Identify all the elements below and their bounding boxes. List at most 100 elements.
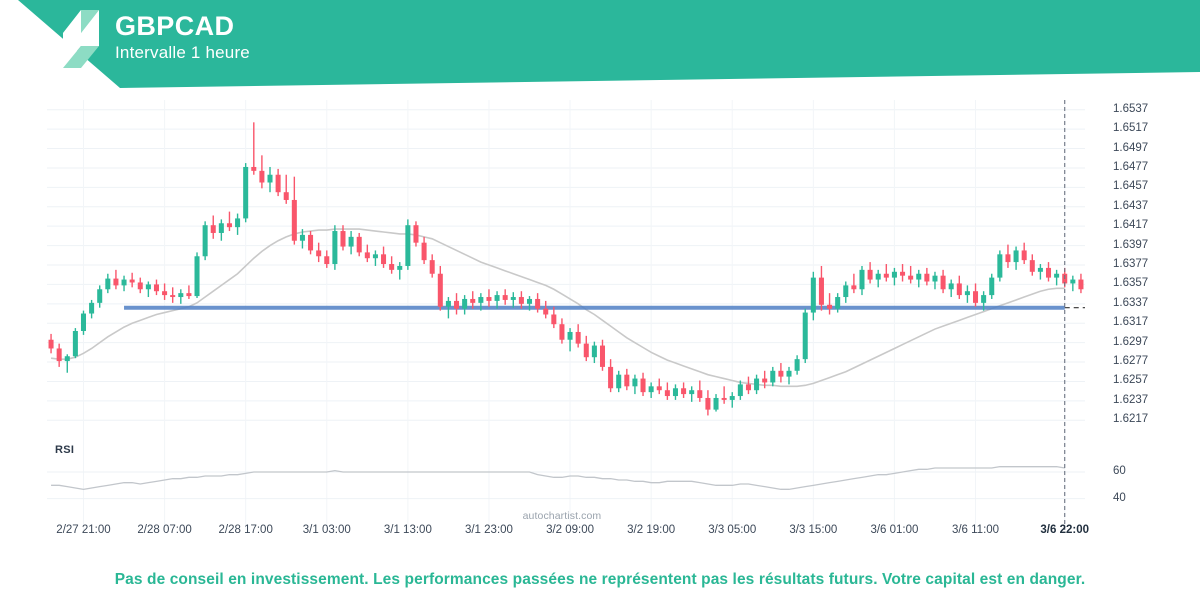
candle-body — [640, 378, 646, 393]
rsi-axis-label: 60 — [1113, 465, 1126, 477]
candle-body — [835, 297, 841, 309]
candle-body — [770, 370, 776, 383]
candle-body — [908, 275, 914, 280]
chart-canvas[interactable]: 1.6537 1.6517 1.6497 1.6477 1.6457 1.6437 1.64… — [0, 92, 1200, 542]
candle-body — [429, 260, 435, 274]
candle-body — [299, 234, 305, 241]
header-banner: GBPCAD Intervalle 1 heure — [0, 0, 1200, 92]
candle-body — [348, 236, 354, 247]
candle-body — [153, 284, 159, 292]
candle-body — [186, 293, 192, 297]
candle-body — [737, 384, 743, 397]
candle-body — [129, 279, 135, 283]
candle-body — [291, 199, 297, 241]
candle-body — [170, 295, 176, 298]
watermark: autochartist.com — [522, 510, 602, 522]
candle-body — [1054, 273, 1060, 278]
candle-body — [778, 370, 784, 377]
candle-body — [324, 256, 330, 265]
candle-body — [97, 289, 103, 303]
candle-body — [364, 252, 370, 259]
candle-body — [235, 218, 241, 228]
price-chart-svg[interactable] — [0, 92, 1200, 542]
candle-body — [689, 390, 695, 395]
candle-body — [356, 236, 362, 253]
candle-body — [794, 359, 800, 371]
rsi-axis-label: 40 — [1113, 491, 1126, 504]
logo-icon — [63, 10, 99, 68]
candle-body — [608, 366, 614, 389]
candle-body — [445, 300, 451, 307]
price-axis-label: 1.6217 — [1113, 413, 1149, 426]
price-axis-label: 1.6497 — [1113, 141, 1149, 154]
candle-body — [137, 282, 143, 290]
candle-body — [721, 397, 727, 400]
candle-body — [502, 295, 508, 300]
rsi-line — [51, 466, 1065, 490]
candle-body — [883, 273, 889, 278]
candle-body — [762, 378, 768, 383]
candle-body — [681, 388, 687, 395]
candle-body — [802, 312, 808, 360]
candle-body — [843, 285, 849, 298]
candle-body — [48, 339, 54, 349]
candle-body — [827, 304, 833, 309]
candle-body — [275, 174, 281, 193]
candle-body — [470, 298, 476, 303]
time-axis-label: 3/3 15:00 — [789, 524, 838, 536]
candle-body — [786, 370, 792, 377]
candle-body — [267, 174, 273, 183]
candle-body — [575, 331, 581, 344]
candle-body — [810, 277, 816, 313]
time-axis-label: 3/2 09:00 — [546, 524, 595, 536]
candle-body — [218, 223, 224, 233]
candle-body — [867, 269, 873, 280]
candle-body — [121, 279, 127, 286]
candle-body — [486, 297, 492, 301]
candle-body — [462, 298, 468, 309]
candle-body — [632, 378, 638, 387]
candle-body — [705, 397, 711, 410]
candle-body — [745, 384, 751, 391]
candle-body — [308, 234, 314, 251]
candle-body — [316, 250, 322, 257]
time-axis-label: 2/28 07:00 — [137, 524, 192, 536]
candle-body — [729, 396, 735, 400]
candle-body — [891, 271, 897, 278]
disclaimer-text: Pas de conseil en investissement. Les pe… — [114, 571, 1086, 588]
candle-body — [162, 291, 168, 296]
interval-subtitle: Intervalle 1 heure — [115, 43, 250, 63]
footer-disclaimer-bar: Pas de conseil en investissement. Les pe… — [0, 560, 1200, 600]
candle-body — [113, 278, 119, 286]
price-axis-label: 1.6377 — [1113, 258, 1149, 270]
price-axis-label: 1.6317 — [1113, 316, 1149, 329]
candle-body — [973, 291, 979, 303]
candle-body — [559, 324, 565, 340]
rsi-panel-label: RSI — [55, 444, 75, 456]
candle-body — [551, 314, 557, 325]
candle-body — [648, 386, 654, 393]
candle-body — [243, 166, 249, 219]
candle-body — [518, 297, 524, 304]
price-axis-label: 1.6337 — [1113, 296, 1149, 309]
candle-body — [624, 374, 630, 387]
time-axis-label: 3/2 19:00 — [627, 524, 676, 536]
candle-body — [259, 170, 265, 183]
candle-body — [332, 231, 338, 265]
price-axis-label: 1.6477 — [1113, 160, 1149, 173]
candle-body — [599, 345, 606, 367]
candle-body — [616, 374, 622, 389]
price-axis-label: 1.6277 — [1113, 355, 1149, 368]
candle-body — [981, 295, 987, 303]
candle-body — [145, 284, 151, 290]
candle-body — [940, 275, 946, 290]
candle-body — [1005, 254, 1011, 263]
candle-body — [178, 293, 184, 298]
candle-body — [1029, 260, 1035, 272]
price-axis-label: 1.6237 — [1113, 393, 1149, 406]
candle-body — [494, 295, 500, 301]
candle-body — [818, 277, 824, 305]
candle-body — [664, 390, 670, 397]
candle-body — [478, 297, 484, 303]
candle-body — [210, 225, 216, 233]
